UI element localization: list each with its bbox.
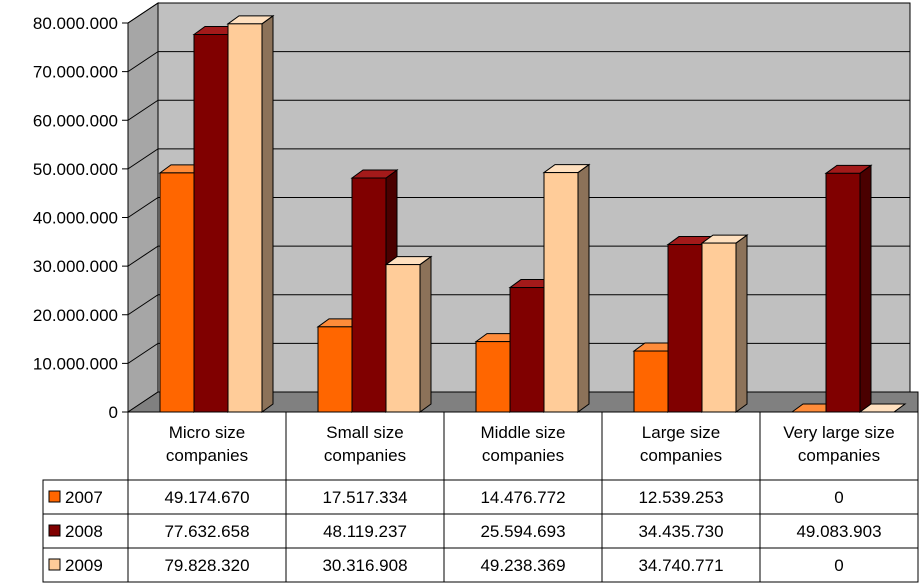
bar-front xyxy=(701,242,737,413)
bar-front xyxy=(193,34,229,413)
legend-label: 2009 xyxy=(65,556,103,575)
table-cell-value: 34.435.730 xyxy=(638,522,723,541)
bar-2009-2 xyxy=(542,163,591,413)
y-tick-label: 80.000.000 xyxy=(33,14,118,33)
table-cell-value: 25.594.693 xyxy=(480,522,565,541)
y-tick-label: 70.000.000 xyxy=(33,63,118,82)
table-cell-value: 77.632.658 xyxy=(164,522,249,541)
legend-key-2009 xyxy=(48,558,61,571)
y-tick-label: 40.000.000 xyxy=(33,209,118,228)
bar-2009-1 xyxy=(384,255,433,413)
category-label: companies xyxy=(640,446,722,465)
y-tick-label: 0 xyxy=(109,403,118,422)
bar-2008-4 xyxy=(824,164,873,413)
table-cell-value: 12.539.253 xyxy=(638,488,723,507)
bar-side xyxy=(261,14,274,413)
bar-front xyxy=(667,244,703,413)
table-cell-value: 0 xyxy=(834,488,843,507)
table-cell-value: 30.316.908 xyxy=(322,556,407,575)
table-cell-value: 48.119.237 xyxy=(323,522,407,541)
category-label: companies xyxy=(324,446,406,465)
table-cell-value: 0 xyxy=(834,556,843,575)
y-tick-label: 20.000.000 xyxy=(33,306,118,325)
gridline-side xyxy=(127,245,159,267)
bar-side xyxy=(859,164,872,413)
bar-front xyxy=(159,172,195,413)
bar-front xyxy=(317,326,353,413)
y-tick-label: 60.000.000 xyxy=(33,111,118,130)
y-tick-label: 10.000.000 xyxy=(33,354,118,373)
gridline-side xyxy=(127,51,159,73)
bar-2009-0 xyxy=(226,14,275,413)
gridline-side xyxy=(127,294,159,316)
legend-key-2007 xyxy=(48,490,61,503)
gridline-side xyxy=(127,342,159,364)
table-cell-value: 79.828.320 xyxy=(164,556,249,575)
category-label: Small size xyxy=(326,423,403,442)
category-label: Micro size xyxy=(169,423,246,442)
bar-front xyxy=(509,287,545,413)
bar-front xyxy=(227,23,263,413)
bar-front xyxy=(543,172,579,413)
bar-side xyxy=(735,234,748,413)
legend-label: 2008 xyxy=(65,522,103,541)
gridline-side xyxy=(127,2,159,24)
y-tick-label: 50.000.000 xyxy=(33,160,118,179)
category-label: Middle size xyxy=(480,423,565,442)
legend-label: 2007 xyxy=(65,488,103,507)
bar-front xyxy=(475,341,511,413)
category-label: companies xyxy=(166,446,248,465)
bar-side xyxy=(577,163,590,413)
legend-key-2008 xyxy=(48,524,61,537)
table-cell-value: 14.476.772 xyxy=(480,488,565,507)
bar-front xyxy=(825,172,861,413)
bar-front xyxy=(385,264,421,413)
table-cell-value: 17.517.334 xyxy=(322,488,407,507)
category-label: Large size xyxy=(642,423,720,442)
table-cell-value: 49.174.670 xyxy=(164,488,249,507)
table-cell-value: 34.740.771 xyxy=(638,556,723,575)
category-label: companies xyxy=(798,446,880,465)
gridline-side xyxy=(127,99,159,121)
category-label: companies xyxy=(482,446,564,465)
bar-front xyxy=(633,350,669,413)
bar-front xyxy=(351,177,387,413)
table-cell-value: 49.083.903 xyxy=(796,522,881,541)
bar-side xyxy=(419,255,432,413)
gridline-side xyxy=(127,197,159,218)
gridline-side xyxy=(127,148,159,170)
category-label: Very large size xyxy=(783,423,895,442)
bar-2009-3 xyxy=(700,234,749,413)
y-tick-label: 30.000.000 xyxy=(33,257,118,276)
table-cell-value: 49.238.369 xyxy=(480,556,565,575)
